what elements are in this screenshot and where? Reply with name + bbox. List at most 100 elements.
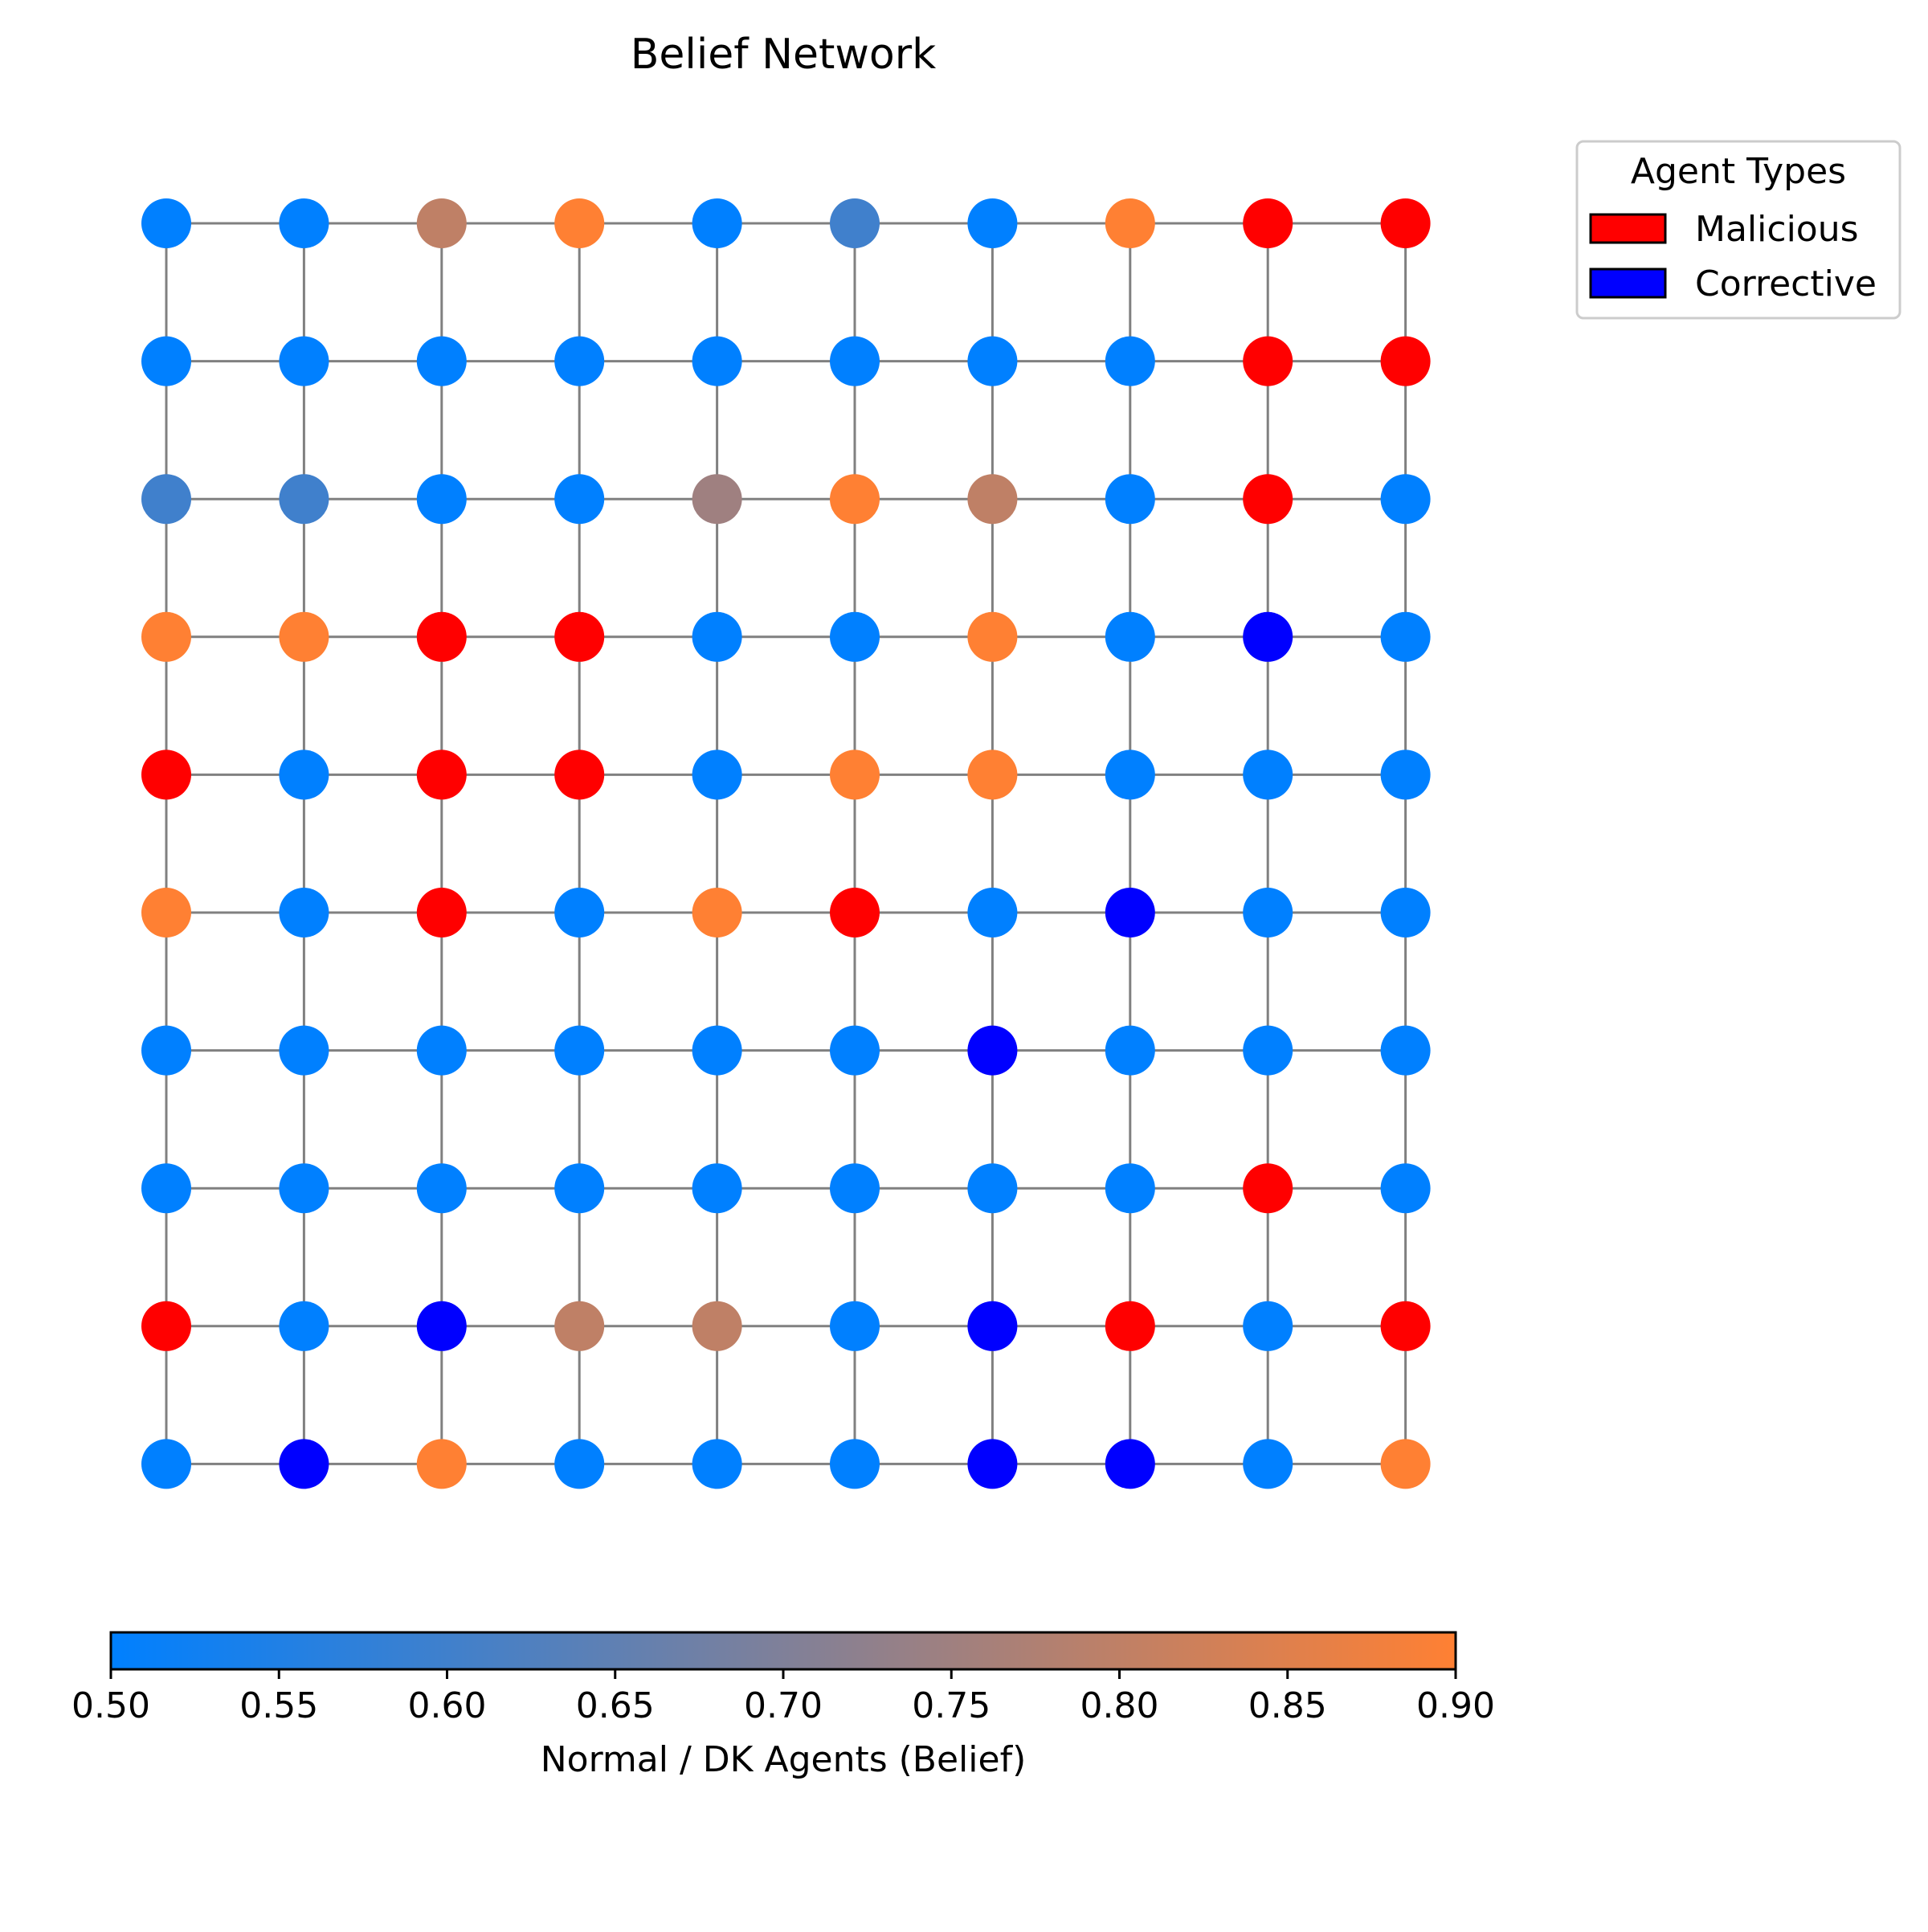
node-r5-c1 <box>279 888 329 937</box>
node-r6-c7 <box>1105 1025 1155 1076</box>
node-r5-c0 <box>141 888 191 937</box>
node-r1-c7 <box>1105 336 1155 386</box>
node-r8-c1 <box>279 1301 329 1351</box>
node-r8-c8 <box>1243 1301 1293 1351</box>
node-r4-c2 <box>416 750 467 800</box>
node-r1-c1 <box>279 336 329 386</box>
network-edges <box>165 222 1407 1465</box>
node-r2-c1 <box>279 474 329 525</box>
node-r4-c3 <box>554 750 605 800</box>
node-r4-c0 <box>141 750 191 800</box>
chart-title: Belief Network <box>631 31 937 79</box>
node-r9-c1 <box>279 1439 329 1489</box>
node-r9-c0 <box>141 1439 191 1489</box>
node-r9-c2 <box>416 1439 467 1489</box>
node-r6-c4 <box>692 1025 742 1076</box>
node-r0-c4 <box>692 198 742 248</box>
node-r2-c9 <box>1380 474 1431 525</box>
node-r9-c5 <box>830 1439 880 1489</box>
legend-label-corrective: Corrective <box>1695 263 1877 304</box>
node-r3-c9 <box>1380 611 1431 662</box>
legend-title: Agent Types <box>1631 151 1846 192</box>
colorbar-tick-label-3: 0.65 <box>576 1685 655 1726</box>
node-r7-c1 <box>279 1163 329 1214</box>
node-r4-c7 <box>1105 750 1155 800</box>
node-r0-c2 <box>416 198 467 248</box>
node-r3-c0 <box>141 611 191 662</box>
node-r7-c8 <box>1243 1163 1293 1214</box>
colorbar-tick-label-1: 0.55 <box>239 1685 318 1726</box>
node-r9-c9 <box>1380 1439 1431 1489</box>
node-r5-c8 <box>1243 888 1293 937</box>
node-r3-c2 <box>416 611 467 662</box>
node-r8-c2 <box>416 1301 467 1351</box>
node-r0-c1 <box>279 198 329 248</box>
node-r2-c3 <box>554 474 605 525</box>
node-r1-c5 <box>830 336 880 386</box>
node-r2-c6 <box>967 474 1018 525</box>
colorbar-tick-label-5: 0.75 <box>912 1685 991 1726</box>
node-r1-c8 <box>1243 336 1293 386</box>
node-r0-c9 <box>1380 198 1431 248</box>
node-r5-c2 <box>416 888 467 937</box>
legend-label-malicious: Malicious <box>1695 209 1859 250</box>
node-r4-c4 <box>692 750 742 800</box>
node-r4-c5 <box>830 750 880 800</box>
node-r9-c8 <box>1243 1439 1293 1489</box>
node-r5-c6 <box>967 888 1018 937</box>
node-r3-c3 <box>554 611 605 662</box>
node-r6-c8 <box>1243 1025 1293 1076</box>
node-r9-c4 <box>692 1439 742 1489</box>
node-r3-c4 <box>692 611 742 662</box>
node-r0-c0 <box>141 198 191 248</box>
node-r3-c5 <box>830 611 880 662</box>
legend-swatch-malicious <box>1589 213 1667 244</box>
node-r1-c2 <box>416 336 467 386</box>
node-r7-c7 <box>1105 1163 1155 1214</box>
node-r9-c6 <box>967 1439 1018 1489</box>
node-r6-c5 <box>830 1025 880 1076</box>
node-r1-c6 <box>967 336 1018 386</box>
node-r8-c3 <box>554 1301 605 1351</box>
node-r5-c4 <box>692 888 742 937</box>
node-r8-c6 <box>967 1301 1018 1351</box>
node-r1-c4 <box>692 336 742 386</box>
node-r6-c6 <box>967 1025 1018 1076</box>
node-r7-c5 <box>830 1163 880 1214</box>
node-r6-c2 <box>416 1025 467 1076</box>
node-r1-c3 <box>554 336 605 386</box>
node-r1-c9 <box>1380 336 1431 386</box>
node-r8-c4 <box>692 1301 742 1351</box>
node-r4-c1 <box>279 750 329 800</box>
node-r3-c1 <box>279 611 329 662</box>
colorbar-ticks: 0.50 0.55 0.60 0.65 0.70 0.75 0.80 0.85 0.90 <box>71 1669 1495 1726</box>
node-r7-c3 <box>554 1163 605 1214</box>
colorbar-tick-label-2: 0.60 <box>408 1685 487 1726</box>
node-r9-c3 <box>554 1439 605 1489</box>
legend: Agent Types Malicious Corrective <box>1575 140 1901 320</box>
node-r0-c5 <box>830 198 880 248</box>
node-r0-c6 <box>967 198 1018 248</box>
node-r3-c7 <box>1105 611 1155 662</box>
node-r6-c9 <box>1380 1025 1431 1076</box>
node-r4-c8 <box>1243 750 1293 800</box>
node-r7-c4 <box>692 1163 742 1214</box>
node-r8-c7 <box>1105 1301 1155 1351</box>
node-r7-c6 <box>967 1163 1018 1214</box>
node-r6-c0 <box>141 1025 191 1076</box>
colorbar-gradient <box>109 1631 1457 1671</box>
node-r5-c5 <box>830 888 880 937</box>
node-r4-c6 <box>967 750 1018 800</box>
node-r7-c0 <box>141 1163 191 1214</box>
node-r9-c7 <box>1105 1439 1155 1489</box>
node-r6-c1 <box>279 1025 329 1076</box>
colorbar-tick-label-7: 0.85 <box>1248 1685 1327 1726</box>
colorbar-tick-label-8: 0.90 <box>1416 1685 1495 1726</box>
node-r6-c3 <box>554 1025 605 1076</box>
colorbar: 0.50 0.55 0.60 0.65 0.70 0.75 0.80 0.85 0.90 Nor… <box>71 1631 1495 1780</box>
node-r2-c4 <box>692 474 742 525</box>
node-r0-c3 <box>554 198 605 248</box>
colorbar-label: Normal / DK Agents (Belief) <box>541 1739 1026 1780</box>
node-r7-c2 <box>416 1163 467 1214</box>
